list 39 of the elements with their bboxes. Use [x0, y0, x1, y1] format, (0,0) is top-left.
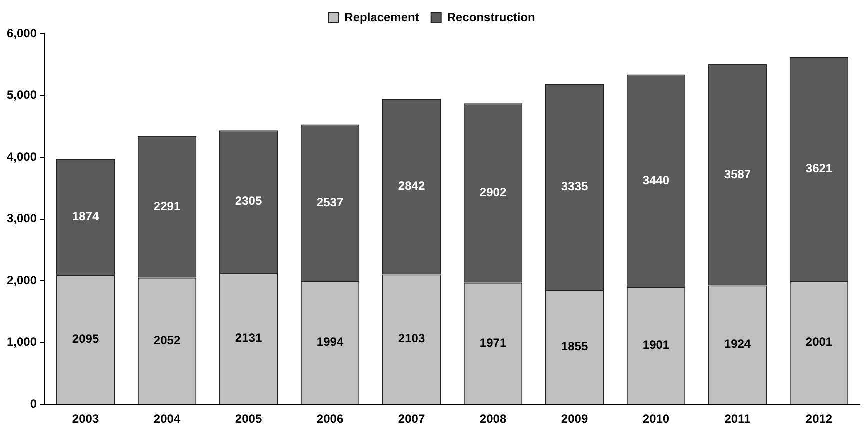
data-label: 2537 [316, 195, 344, 210]
data-label: 2291 [154, 199, 181, 214]
data-label: 2305 [235, 194, 262, 208]
y-tick-label: 4,000 [7, 150, 38, 164]
legend-label: Replacement [344, 10, 420, 24]
y-tick-label: 3,000 [7, 212, 38, 226]
y-tick-label: 6,000 [7, 26, 38, 40]
data-label: 2103 [398, 332, 426, 346]
x-tick-label: 2010 [642, 412, 670, 426]
x-tick-label: 2011 [724, 412, 752, 426]
y-tick-label: 0 [30, 396, 38, 411]
data-label: 2131 [235, 330, 262, 345]
data-label: 3335 [561, 179, 588, 194]
x-tick-label: 2003 [72, 412, 100, 426]
x-tick-label: 2008 [480, 412, 507, 426]
data-label: 1994 [316, 335, 344, 350]
data-label: 1874 [72, 210, 100, 224]
legend-label: Reconstruction [447, 10, 536, 24]
data-label: 2001 [806, 334, 833, 349]
data-label: 3587 [724, 167, 752, 182]
y-tick-label: 1,000 [7, 335, 38, 350]
data-label: 2902 [480, 186, 507, 200]
x-tick-label: 2005 [235, 412, 262, 426]
y-tick-label: 2,000 [7, 273, 38, 288]
x-tick-label: 2012 [806, 412, 833, 426]
data-label: 2842 [398, 179, 426, 194]
data-label: 1924 [724, 337, 752, 352]
x-tick-label: 2006 [316, 412, 344, 426]
data-label: 1901 [642, 338, 670, 352]
data-label: 2052 [154, 333, 181, 348]
data-label: 2095 [72, 332, 100, 346]
data-label: 1971 [480, 336, 507, 350]
data-label: 3440 [642, 173, 670, 188]
data-label: 1855 [561, 339, 588, 354]
y-tick-label: 5,000 [7, 88, 38, 102]
x-tick-label: 2007 [398, 412, 426, 426]
x-tick-label: 2004 [154, 412, 181, 426]
data-label: 3621 [806, 161, 833, 176]
x-tick-label: 2009 [561, 412, 588, 426]
